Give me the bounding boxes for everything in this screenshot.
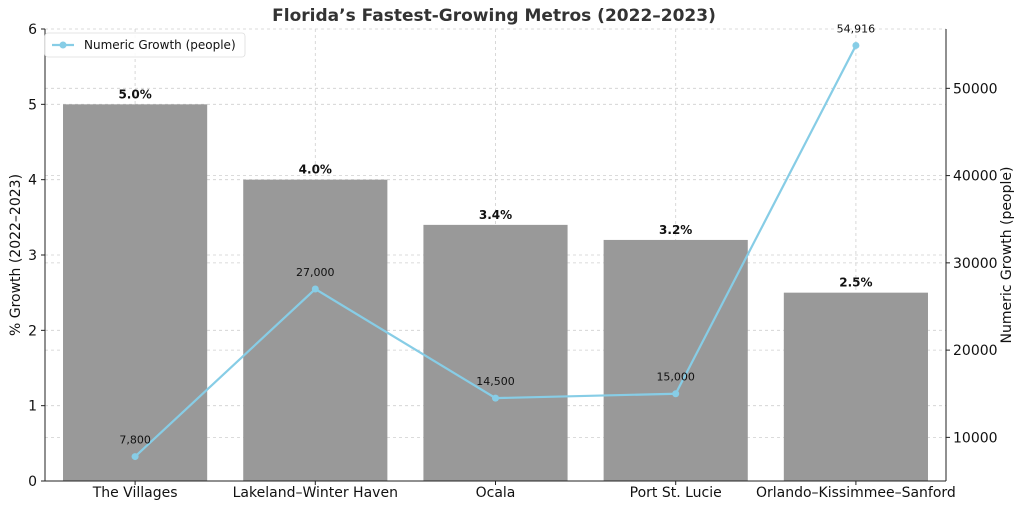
legend: Numeric Growth (people): [44, 32, 246, 58]
series-point: [311, 285, 319, 293]
x-tick-label: Ocala: [476, 485, 516, 501]
point-value-label: 7,800: [119, 434, 151, 447]
point-value-label: 27,000: [296, 266, 335, 279]
bar-value-label: 3.4%: [479, 208, 512, 222]
y-tick-label-left: 3: [28, 248, 37, 264]
point-value-label: 54,916: [837, 22, 876, 35]
legend-box: [44, 32, 246, 58]
point-value-label: 14,500: [476, 375, 515, 388]
y-tick-label-right: 20000: [953, 343, 998, 359]
y-tick-label-left: 5: [28, 97, 37, 113]
series-point: [131, 453, 139, 461]
y-tick-label-right: 40000: [953, 169, 998, 185]
y-tick-label-left: 4: [28, 173, 37, 189]
y-tick-label-left: 6: [28, 22, 37, 38]
bars-layer: 5.0% 4.0% 3.4% 3.2% 2.5%: [63, 87, 928, 481]
bar: [783, 292, 928, 481]
y-tick-label-right: 50000: [953, 81, 998, 97]
y-tick-label-left: 2: [28, 323, 37, 339]
y-tick-label-left: 0: [28, 474, 37, 490]
y-axis-right-label: Numeric Growth (people): [999, 167, 1015, 344]
series-point: [852, 41, 860, 49]
point-value-label: 15,000: [656, 371, 695, 384]
legend-entry-numeric-growth: Numeric Growth (people): [84, 38, 236, 52]
x-tick-label: Orlando–Kissimmee–Sanford: [756, 485, 956, 501]
bar: [243, 179, 388, 481]
y-axis-left-label: % Growth (2022–2023): [8, 174, 24, 336]
chart-title: Florida’s Fastest-Growing Metros (2022–2…: [272, 6, 716, 26]
bar-value-label: 3.2%: [659, 223, 692, 237]
y-tick-label-left: 1: [28, 399, 37, 415]
bar: [603, 239, 748, 481]
legend-marker-swatch: [59, 41, 67, 49]
x-tick-label: Port St. Lucie: [630, 485, 722, 501]
y-tick-label-right: 30000: [953, 256, 998, 272]
line-layer: 7,800 27,000 14,500 15,000 54,916: [119, 22, 876, 461]
axes-layer: 0 1 2 3 4 5 6 10000 20000 30000 40000 50000 The Vill…: [28, 22, 997, 501]
bar-value-label: 4.0%: [299, 163, 332, 177]
bar-value-label: 5.0%: [118, 87, 151, 101]
y-tick-label-right: 10000: [953, 430, 998, 446]
series-point: [492, 394, 499, 402]
bar: [423, 224, 568, 481]
series-point: [672, 390, 680, 398]
bar-value-label: 2.5%: [839, 276, 872, 290]
bar: [63, 104, 208, 481]
x-tick-label: Lakeland–Winter Haven: [233, 485, 398, 501]
x-tick-label: The Villages: [92, 485, 178, 501]
